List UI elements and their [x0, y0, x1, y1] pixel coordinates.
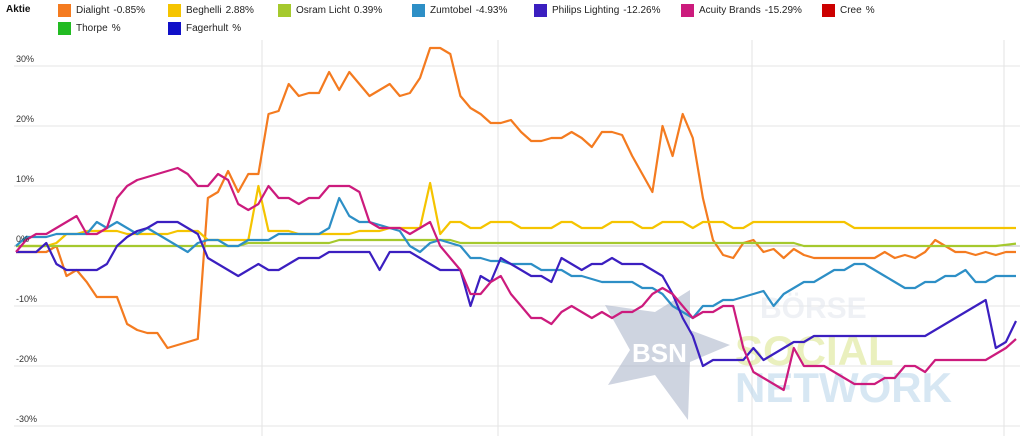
legend-label: Fagerhult [186, 23, 229, 34]
legend-label: Acuity Brands [699, 5, 761, 16]
legend-label: Thorpe [76, 23, 108, 34]
y-tick-label: -20% [16, 354, 37, 364]
series-line-beghelli [16, 181, 1016, 248]
legend-label: Beghelli [186, 5, 222, 16]
legend-label: Zumtobel [430, 5, 472, 16]
series-line-acuity-brands [15, 166, 1017, 392]
legend-item-zumtobel[interactable]: Zumtobel -4.93% [412, 4, 507, 17]
legend-swatch [681, 4, 694, 17]
watermark: BSN BÖRSE SOCIAL NETWORK [605, 290, 952, 420]
legend-value: -4.93% [475, 5, 508, 16]
legend-value: 0.39% [353, 5, 383, 16]
legend-item-thorpe[interactable]: Thorpe% [58, 22, 121, 35]
legend-label: Cree [840, 5, 862, 16]
legend-item-beghelli[interactable]: Beghelli 2.88% [168, 4, 254, 17]
legend-value: -0.85% [113, 5, 146, 16]
y-tick-label: 0% [16, 234, 29, 244]
legend-item-acuity-brands[interactable]: Acuity Brands -15.29% [681, 4, 802, 17]
watermark-line1: BÖRSE [760, 292, 867, 325]
y-axis-ticks: 30% 20% 10% 0% -10% -20% -30% [16, 54, 37, 424]
legend-label: Philips Lighting [552, 5, 620, 16]
series-line-osram-licht [16, 238, 1017, 248]
series-line-zumtobel [15, 196, 1016, 320]
y-tick-label: -10% [16, 294, 37, 304]
legend-item-dialight[interactable]: Dialight -0.85% [58, 4, 145, 17]
watermark-badge: BSN [632, 338, 687, 368]
legend-label: Dialight [76, 5, 110, 16]
legend-swatch [534, 4, 547, 17]
y-tick-label: -30% [16, 414, 37, 424]
legend-swatch [168, 4, 181, 17]
series-line-dialight [16, 46, 1016, 350]
legend-swatch [168, 22, 181, 35]
y-tick-label: 30% [16, 54, 34, 64]
legend: Aktie Dialight -0.85% Beghelli 2.88% Osram L… [0, 0, 1024, 40]
series-layer [15, 46, 1017, 392]
legend-item-cree[interactable]: Cree% [822, 4, 875, 17]
watermark-line3: NETWORK [735, 364, 952, 411]
series-line-philips-lighting [16, 220, 1017, 368]
legend-item-fagerhult[interactable]: Fagerhult% [168, 22, 241, 35]
legend-item-osram-licht[interactable]: Osram Licht 0.39% [278, 4, 382, 17]
legend-swatch [822, 4, 835, 17]
legend-value: % [111, 23, 121, 34]
legend-value: -12.26% [623, 5, 661, 16]
legend-value: 2.88% [225, 5, 254, 16]
legend-label: Osram Licht [296, 5, 350, 16]
legend-value: % [865, 5, 875, 16]
watermark-star-icon [605, 290, 730, 420]
y-tick-label: 10% [16, 174, 34, 184]
legend-value: -15.29% [764, 5, 802, 16]
y-tick-label: 20% [16, 114, 34, 124]
legend-value: % [232, 23, 242, 34]
legend-swatch [58, 4, 71, 17]
legend-title: Aktie [6, 4, 31, 15]
legend-swatch [412, 4, 425, 17]
legend-item-philips-lighting[interactable]: Philips Lighting -12.26% [534, 4, 661, 17]
legend-swatch [278, 4, 291, 17]
legend-swatch [58, 22, 71, 35]
